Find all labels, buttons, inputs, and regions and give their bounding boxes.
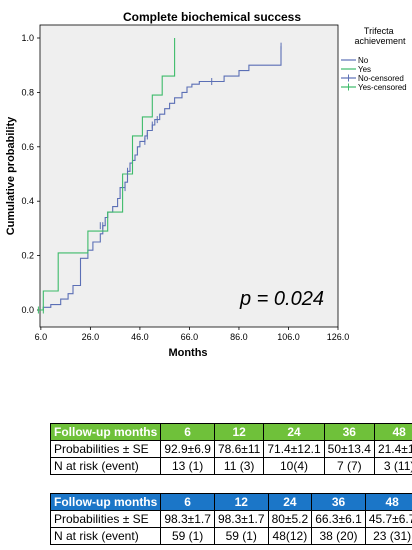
table-cell: 10(4) xyxy=(263,457,325,475)
table-cell: 45.7±6.7 xyxy=(364,510,412,528)
table-row: Probabilities ± SE 98.3±1.7 98.3±1.7 80±… xyxy=(49,510,412,528)
header-cell: 48 xyxy=(373,423,412,441)
table-cell: 23 (31) xyxy=(364,527,412,545)
table-trifecta-yes: Follow-up months 6 12 24 36 48 Probabili… xyxy=(49,423,412,475)
x-tick-label: 106.0 xyxy=(277,332,300,342)
legend-title: Trifecta achievement xyxy=(354,26,406,46)
x-tick-label: 66.0 xyxy=(181,332,199,342)
table-row: N at risk (event) 13 (1) 11 (3) 10(4) 7 … xyxy=(49,457,412,475)
header-cell: 36 xyxy=(311,493,366,511)
header-cell: 48 xyxy=(364,493,412,511)
plot-area xyxy=(39,24,339,328)
table-cell: 50±13.4 xyxy=(323,440,375,458)
table-cell: 66.3±6.1 xyxy=(311,510,366,528)
series-line-yes xyxy=(38,38,176,311)
axis-ticks: 6.0 26.0 46.0 66.0 86.0 106.0 126.0 0.0 0.2 0.4 0.… xyxy=(21,33,349,342)
table-cell: 59 (1) xyxy=(160,527,215,545)
y-axis-label: Cumulative probability xyxy=(5,116,17,235)
series-layer xyxy=(38,38,282,311)
table-header-row: Follow-up months 6 12 24 36 48 xyxy=(49,423,412,441)
header-cell: Follow-up months xyxy=(49,493,162,511)
p-value-annotation: p = 0.024 xyxy=(239,288,324,310)
table-cell: 80±5.2 xyxy=(267,510,313,528)
legend-label: No-censored xyxy=(358,74,404,83)
y-tick-label: 0.8 xyxy=(21,87,34,97)
row-label: Probabilities ± SE xyxy=(49,510,162,528)
series-line-no xyxy=(38,46,282,311)
table-cell: 48(12) xyxy=(267,527,313,545)
legend-title-line2: achievement xyxy=(354,36,406,46)
table-row: N at risk (event) 59 (1) 59 (1) 48(12) 3… xyxy=(49,527,412,545)
y-tick-label: 0.6 xyxy=(21,142,34,152)
table-cell: 13 (1) xyxy=(160,457,215,475)
header-cell: 24 xyxy=(267,493,313,511)
x-tick-label: 26.0 xyxy=(82,332,100,342)
legend-label: Yes xyxy=(358,65,371,74)
header-cell: Follow-up months xyxy=(49,423,162,441)
table-cell: 92.9±6.9 xyxy=(160,440,215,458)
header-cell: 36 xyxy=(323,423,375,441)
y-tick-label: 0.2 xyxy=(21,251,34,261)
chart-title: Complete biochemical success xyxy=(123,10,301,24)
table-cell: 71.4±12.1 xyxy=(263,440,325,458)
legend-title-line1: Trifecta xyxy=(364,26,394,36)
y-tick-label: 1.0 xyxy=(21,33,34,43)
legend-label: No xyxy=(358,56,369,65)
table-cell: 59 (1) xyxy=(213,527,269,545)
x-tick-label: 6.0 xyxy=(35,332,48,342)
censor-marks xyxy=(37,42,282,314)
header-cell: 12 xyxy=(213,423,265,441)
table-row: Probabilities ± SE 92.9±6.9 78.6±11 71.4… xyxy=(49,440,412,458)
header-cell: 12 xyxy=(213,493,269,511)
table-cell: 21.4±11 xyxy=(373,440,412,458)
row-label: Probabilities ± SE xyxy=(49,440,162,458)
y-tick-label: 0.4 xyxy=(21,196,34,206)
header-cell: 24 xyxy=(263,423,325,441)
x-tick-label: 126.0 xyxy=(327,332,350,342)
y-tick-label: 0.0 xyxy=(21,305,34,315)
header-cell: 6 xyxy=(160,493,215,511)
header-cell: 6 xyxy=(160,423,215,441)
legend-label: Yes-censored xyxy=(358,83,407,92)
row-label: N at risk (event) xyxy=(49,457,162,475)
x-axis-label: Months xyxy=(168,347,207,359)
table-cell: 78.6±11 xyxy=(213,440,265,458)
table-cell: 7 (7) xyxy=(323,457,375,475)
row-label: N at risk (event) xyxy=(49,527,162,545)
km-chart: Complete biochemical success 6.0 26.0 46.0… xyxy=(5,10,407,359)
table-cell: 98.3±1.7 xyxy=(160,510,215,528)
x-tick-label: 46.0 xyxy=(131,332,149,342)
table-cell: 3 (11) xyxy=(373,457,412,475)
x-tick-label: 86.0 xyxy=(230,332,248,342)
table-trifecta-no: Follow-up months 6 12 24 36 48 Probabili… xyxy=(49,493,412,545)
table-cell: 11 (3) xyxy=(213,457,265,475)
table-cell: 38 (20) xyxy=(311,527,366,545)
table-cell: 98.3±1.7 xyxy=(213,510,269,528)
table-header-row: Follow-up months 6 12 24 36 48 xyxy=(49,493,412,511)
